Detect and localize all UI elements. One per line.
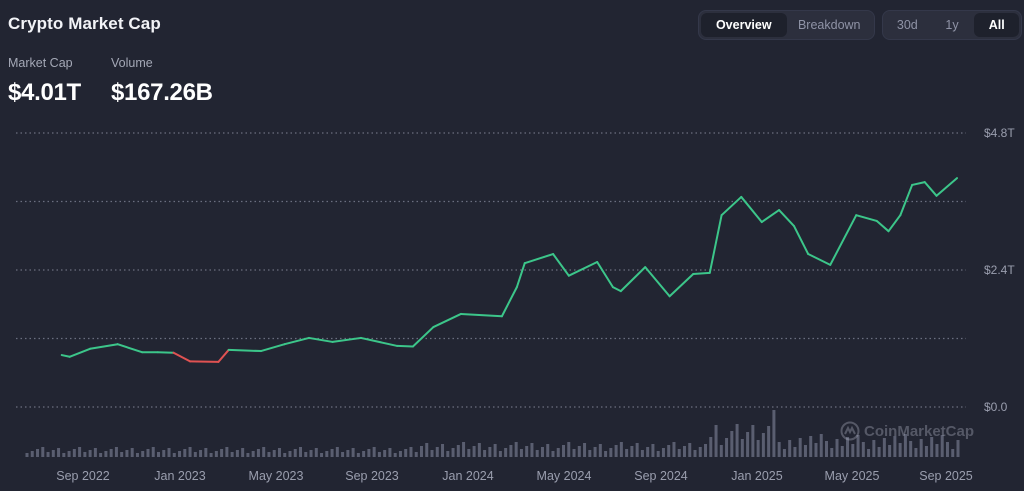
range-30d[interactable]: 30d	[896, 18, 918, 32]
y-tick-4-8t: $4.8T	[984, 126, 1015, 140]
page-title: Crypto Market Cap	[8, 14, 161, 33]
x-tick: Jan 2023	[154, 469, 206, 483]
y-tick-2-4t: $2.4T	[984, 263, 1015, 277]
watermark: CoinMarketCap	[840, 421, 974, 441]
gridlines	[16, 132, 966, 408]
x-tick: Jan 2024	[442, 469, 494, 483]
x-tick: Sep 2024	[634, 469, 688, 483]
y-tick-0: $0.0	[984, 400, 1008, 414]
range-toggle: 30d 1y All	[882, 10, 1022, 40]
market-cap-value: $4.01T	[8, 79, 81, 106]
volume-stat: Volume $167.26B	[111, 56, 213, 107]
volume-label: Volume	[111, 56, 153, 70]
x-tick: May 2024	[536, 469, 592, 483]
watermark-text: CoinMarketCap	[864, 422, 975, 440]
volume-bars	[25, 410, 960, 457]
x-tick: May 2025	[824, 469, 880, 483]
market-cap-label: Market Cap	[8, 56, 73, 70]
x-tick: Sep 2025	[919, 469, 973, 483]
x-tick: Jan 2025	[731, 469, 783, 483]
tab-overview[interactable]: Overview	[701, 13, 787, 37]
volume-value: $167.26B	[111, 79, 213, 106]
coinmarketcap-logo-icon	[840, 421, 860, 441]
x-tick: May 2023	[248, 469, 304, 483]
market-cap-stat: Market Cap $4.01T	[8, 56, 81, 107]
x-tick: Sep 2023	[345, 469, 399, 483]
tab-breakdown[interactable]: Breakdown	[797, 18, 861, 32]
market-cap-line	[60, 177, 959, 363]
x-tick: Sep 2022	[56, 469, 110, 483]
range-1y[interactable]: 1y	[945, 18, 959, 32]
view-toggle: Overview Breakdown	[698, 10, 875, 40]
range-all[interactable]: All	[974, 13, 1020, 37]
